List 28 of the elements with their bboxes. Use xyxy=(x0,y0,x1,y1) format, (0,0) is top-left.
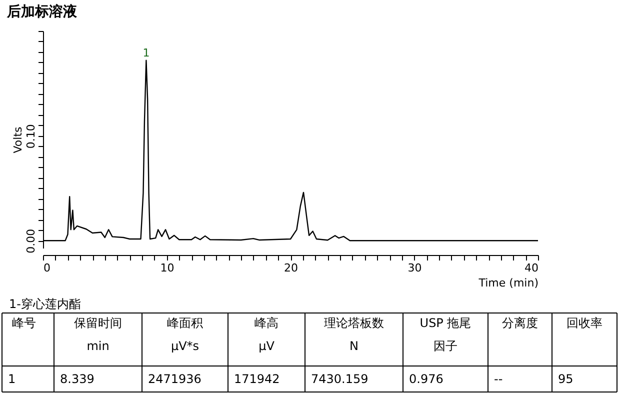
text: 1-穿心莲内酯 xyxy=(9,297,81,311)
text: 理论塔板数 N xyxy=(324,316,384,353)
text: 2471936 xyxy=(148,372,202,386)
text: 0.976 xyxy=(409,372,444,386)
y-axis-title: Volts xyxy=(12,126,24,154)
text: USP 拖尾因子 xyxy=(420,316,472,353)
x-tick-label: 40 xyxy=(524,262,538,274)
text: 8.339 xyxy=(60,372,94,386)
text: 峰高 μV xyxy=(254,316,278,353)
text: 95 xyxy=(558,372,574,386)
annotation: 1 xyxy=(142,46,150,60)
x-tick-label: 20 xyxy=(284,262,298,274)
x-tick-label: 0 xyxy=(44,262,50,274)
chart-title: 后加标溶液 xyxy=(6,3,78,20)
text: 1 xyxy=(8,372,16,386)
text: 峰面积 μV*s xyxy=(167,316,203,353)
y-tick-label: 0.10 xyxy=(24,124,38,149)
x-tick-label: 30 xyxy=(408,262,422,274)
y-tick-label: 0.00 xyxy=(24,228,38,254)
text: 7430.159 xyxy=(311,372,368,386)
x-tick-label: 10 xyxy=(160,262,174,274)
x-axis-title: Time (min) xyxy=(478,276,538,290)
text: 171942 xyxy=(234,372,280,386)
text: 峰号 xyxy=(12,316,36,330)
text: -- xyxy=(494,372,503,386)
text: 回收率 xyxy=(566,316,602,330)
text: 保留时间 min xyxy=(74,316,122,353)
text: 分离度 xyxy=(502,316,538,330)
